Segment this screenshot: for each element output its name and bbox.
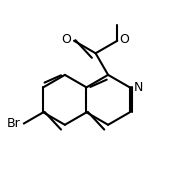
Text: O: O <box>120 33 129 46</box>
Text: N: N <box>134 81 143 94</box>
Text: Br: Br <box>7 117 21 130</box>
Text: O: O <box>61 33 71 46</box>
